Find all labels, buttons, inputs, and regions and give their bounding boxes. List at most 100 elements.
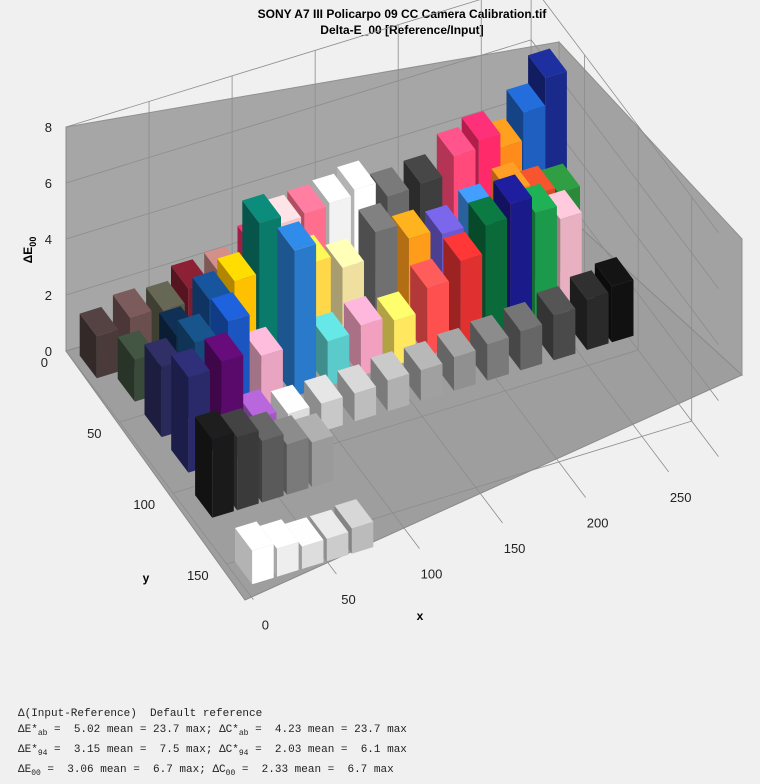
bar-top [470, 314, 509, 345]
bar-top [204, 332, 244, 362]
bar-top [284, 517, 324, 547]
bar-front [510, 197, 532, 330]
bar-front [520, 324, 543, 371]
bar-top [541, 163, 580, 193]
bar-top [259, 519, 299, 549]
bar [377, 291, 416, 366]
y-axis-label: y [143, 571, 150, 585]
bar-top [242, 193, 281, 224]
bar-front [611, 279, 634, 343]
bar-top [112, 288, 152, 318]
y-tick-label: 100 [133, 497, 155, 512]
z-tick-label: 0 [45, 344, 52, 359]
svg-text:ΔE00: ΔE00 [21, 237, 38, 264]
bar [403, 340, 443, 402]
bar-front [454, 350, 476, 391]
bar-side [403, 347, 421, 402]
bar-side [195, 416, 213, 518]
bars-group [79, 48, 634, 585]
bar-top [410, 258, 449, 289]
bar-front [286, 437, 309, 495]
bar-top [146, 280, 185, 311]
z-axis-label-sub: 00 [28, 237, 38, 247]
bar-top [436, 127, 476, 157]
bar-top [461, 111, 501, 141]
tick-labels: 0 2 4 6 8 0 50 100 150 200 250 0 50 100 150 [41, 120, 692, 633]
bar [503, 301, 543, 371]
bar [337, 364, 377, 422]
bar-top [337, 364, 377, 394]
bar-side [337, 370, 355, 422]
bar-top [493, 174, 532, 204]
bar-top [337, 160, 376, 190]
bar-top [171, 348, 210, 378]
bar-top [377, 291, 416, 321]
bar-top [437, 327, 476, 358]
bar-front [420, 363, 443, 402]
bar-top [358, 202, 398, 233]
z-tick-label: 2 [45, 288, 52, 303]
plot-3d-bars: 0 2 4 6 8 0 50 100 150 200 250 0 50 100 150 x y ΔE00 [21, 0, 743, 633]
bar-top [503, 301, 543, 332]
y-tick-label: 50 [87, 426, 101, 441]
bar-side [377, 298, 395, 366]
x-tick-label: 250 [670, 490, 692, 505]
stats-panel: Δ(Input-Reference) Default reference ΔE*a… [18, 706, 407, 783]
bar-top [195, 410, 234, 440]
bar [470, 314, 509, 381]
bar-top [325, 238, 364, 268]
x-tick-label: 100 [421, 567, 443, 582]
bar-front [262, 434, 284, 503]
bar-top [343, 296, 383, 326]
bar-front [237, 430, 259, 511]
bar-front [487, 337, 509, 381]
chart-title-line1: SONY A7 III Policarpo 09 CC Camera Calib… [257, 7, 547, 21]
grid-line-x-floor [65, 350, 254, 600]
bar [79, 306, 119, 379]
bar-front [277, 542, 299, 577]
bar-front [553, 308, 576, 361]
y-tick-label: 150 [187, 568, 209, 583]
chart-title-line2: Delta-E_00 [Reference/Input] [320, 23, 484, 37]
bar-side [117, 336, 135, 402]
z-tick-label: 8 [45, 120, 52, 135]
bar-top [192, 270, 232, 301]
bar-side [536, 292, 554, 361]
bar-top [244, 326, 283, 357]
stats-row: ΔE*94 = 3.15 mean = 7.5 max; ΔC*94 = 2.0… [18, 744, 407, 759]
bar-side [470, 321, 488, 381]
bar-top [304, 374, 343, 404]
bar-top [594, 257, 634, 287]
z-tick-label: 4 [45, 232, 52, 247]
bar-top [309, 509, 349, 539]
bar-front [485, 218, 508, 338]
bar-side [370, 357, 388, 412]
bar-side [503, 308, 521, 371]
bar [437, 327, 476, 391]
bar-top [217, 252, 257, 282]
stats-row: ΔE00 = 3.06 mean = 6.7 max; ΔC00 = 2.33 … [18, 764, 394, 779]
bar-top [536, 286, 576, 316]
bar-side [235, 528, 253, 585]
bar-top [287, 184, 326, 214]
stats-row: ΔE*ab = 5.02 mean = 23.7 max; ΔC*ab = 4.… [18, 724, 407, 739]
bar-side [144, 344, 162, 438]
grid-line-z [65, 0, 719, 233]
bar-top [269, 415, 309, 445]
bar-top [235, 521, 274, 551]
x-tick-label: 0 [262, 618, 269, 633]
stats-header: Δ(Input-Reference) Default reference [18, 708, 263, 720]
bar-top [506, 83, 546, 113]
bar-front [311, 435, 334, 488]
bar-top [262, 194, 302, 225]
bar-top [425, 204, 464, 235]
bar-top [177, 313, 217, 343]
bar [536, 286, 576, 361]
bar-top [370, 167, 410, 197]
z-tick-label: 6 [45, 176, 52, 191]
bar-top [270, 384, 310, 414]
z-axis-label-main: ΔE [21, 247, 35, 264]
x-axis-label: x [417, 609, 424, 623]
y-tick-label: 0 [41, 355, 48, 370]
bar-front [354, 386, 377, 422]
